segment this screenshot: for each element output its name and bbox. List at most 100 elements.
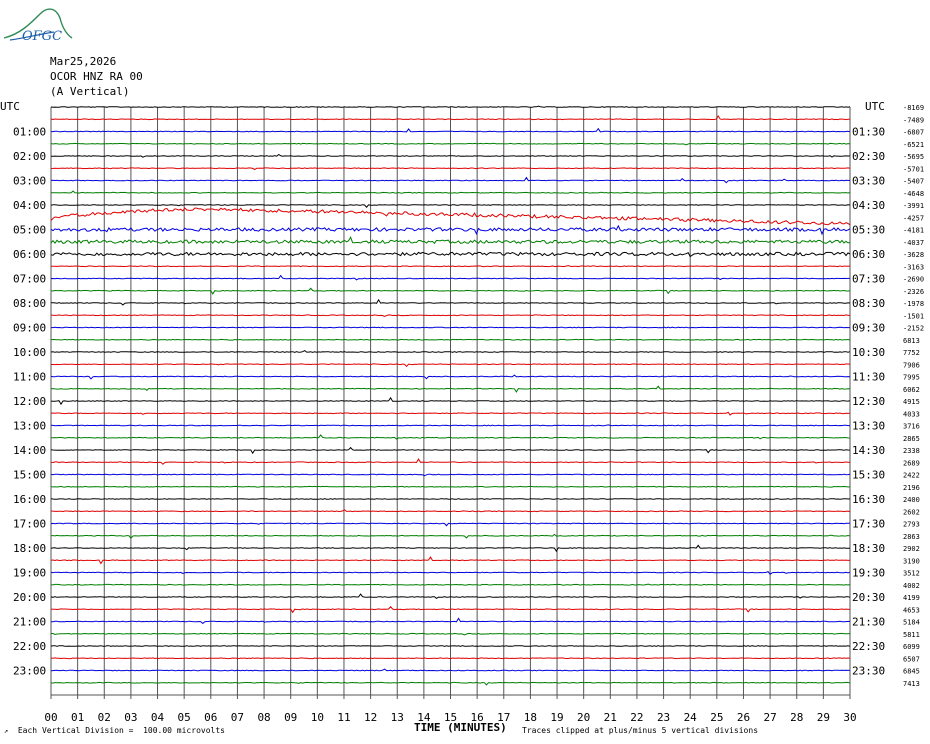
hour-label: 04:00	[13, 199, 46, 212]
x-tick-label: 10	[311, 711, 324, 724]
trace-line	[50, 224, 851, 236]
trace-offset-label: 7413	[903, 680, 920, 688]
trace-offset-label: -3628	[903, 251, 924, 259]
trace-line	[50, 142, 851, 146]
trace-line	[50, 593, 851, 600]
half-hour-label: 23:30	[852, 665, 885, 678]
trace-line	[50, 657, 851, 660]
trace-offset-label: -6807	[903, 129, 924, 137]
hour-label: 05:00	[13, 224, 46, 237]
trace-line	[50, 583, 851, 586]
hour-label: 20:00	[13, 591, 46, 604]
trace-line	[50, 207, 851, 226]
trace-offset-label: 6507	[903, 655, 920, 663]
trace-offset-label: 3716	[903, 423, 920, 431]
x-tick-label: 29	[817, 711, 830, 724]
trace-line	[50, 411, 851, 416]
trace-line	[50, 396, 851, 406]
hour-label: 14:00	[13, 444, 46, 457]
hour-label: 22:00	[13, 640, 46, 653]
x-tick-label: 14	[417, 711, 431, 724]
hour-label: 13:00	[13, 420, 46, 433]
trace-offset-label: -2690	[903, 276, 924, 284]
hour-label: 07:00	[13, 273, 46, 286]
seismic-traces	[50, 105, 851, 686]
trace-line	[50, 668, 851, 672]
trace-offset-label: 5811	[903, 631, 920, 639]
trace-offset-label: -4037	[903, 239, 924, 247]
trace-offset-label: 4002	[903, 582, 920, 590]
trace-line	[51, 434, 851, 440]
half-hour-label: 17:30	[852, 518, 885, 531]
trace-offset-label: -4181	[903, 227, 924, 235]
trace-offset-label: -5695	[903, 153, 924, 161]
trace-line	[50, 350, 851, 353]
x-tick-label: 23	[657, 711, 670, 724]
hour-label: 17:00	[13, 518, 46, 531]
trace-offset-label: 2793	[903, 521, 920, 529]
half-hour-label: 19:30	[852, 567, 885, 580]
trace-line	[50, 458, 851, 465]
trace-line	[50, 544, 850, 553]
trace-line	[50, 287, 851, 295]
trace-offset-label: -4648	[903, 190, 924, 198]
half-hour-label: 11:30	[852, 371, 885, 384]
x-tick-label: 16	[471, 711, 484, 724]
trace-line	[50, 446, 851, 455]
half-hour-label: 06:30	[852, 248, 885, 261]
trace-offset-label: 6845	[903, 668, 920, 676]
date-label: Mar25,2026	[50, 55, 117, 68]
hour-label: 09:00	[13, 322, 46, 335]
x-tick-label: 18	[524, 711, 537, 724]
trace-offset-label: 6099	[903, 643, 920, 651]
x-tick-label: 19	[550, 711, 563, 724]
plot-grid	[50, 107, 851, 699]
x-tick-label: 08	[257, 711, 270, 724]
trace-line	[50, 251, 851, 258]
half-hour-label: 03:30	[852, 175, 885, 188]
trace-offset-label: 5184	[903, 619, 920, 627]
trace-line	[50, 314, 851, 318]
trace-line	[51, 127, 851, 133]
axis-labels: -8169 -7489 -6807 -6521 -5695 -5701 -5407 -4648…	[0, 100, 924, 724]
trace-offset-label: 2863	[903, 533, 920, 541]
hour-label: 12:00	[13, 395, 46, 408]
x-tick-label: 15	[444, 711, 457, 724]
half-hour-label: 05:30	[852, 224, 885, 237]
x-tick-label: 04	[151, 711, 165, 724]
trace-offset-label: 2400	[903, 496, 920, 504]
trace-offset-label: 3190	[903, 557, 920, 565]
trace-line	[50, 298, 851, 306]
trace-offset-label: -7489	[903, 116, 924, 124]
x-tick-label: 28	[790, 711, 803, 724]
hour-label: 06:00	[13, 248, 46, 261]
trace-line	[50, 509, 851, 513]
station-label: OCOR HNZ RA 00	[50, 70, 143, 83]
trace-line	[51, 326, 850, 329]
trace-offset-label: -4257	[903, 214, 924, 222]
trace-offset-label: -8169	[903, 104, 924, 112]
trace-offset-label: 4653	[903, 606, 920, 614]
trace-offset-label: -3991	[903, 202, 924, 210]
trace-offset-label: 4199	[903, 594, 920, 602]
half-hour-label: 10:30	[852, 346, 885, 359]
x-tick-label: 07	[231, 711, 244, 724]
half-hour-label: 09:30	[852, 322, 885, 335]
trace-offset-label: -3163	[903, 263, 924, 271]
half-hour-label: 18:30	[852, 542, 885, 555]
trace-line	[51, 363, 851, 368]
trace-offset-label: 6062	[903, 386, 920, 394]
x-tick-label: 13	[391, 711, 404, 724]
scale-note: ↗ Each Vertical Division = 100.00 microv…	[4, 726, 225, 735]
trace-offset-label: 6813	[903, 337, 920, 345]
x-axis-title: TIME (MINUTES)	[414, 721, 507, 734]
hour-label: 10:00	[13, 346, 46, 359]
trace-offset-label: -1978	[903, 300, 924, 308]
x-tick-label: 17	[497, 711, 510, 724]
x-tick-label: 21	[604, 711, 617, 724]
hour-label: 19:00	[13, 567, 46, 580]
left-axis-title: UTC	[0, 100, 20, 113]
trace-line	[50, 115, 850, 121]
half-hour-label: 14:30	[852, 444, 885, 457]
